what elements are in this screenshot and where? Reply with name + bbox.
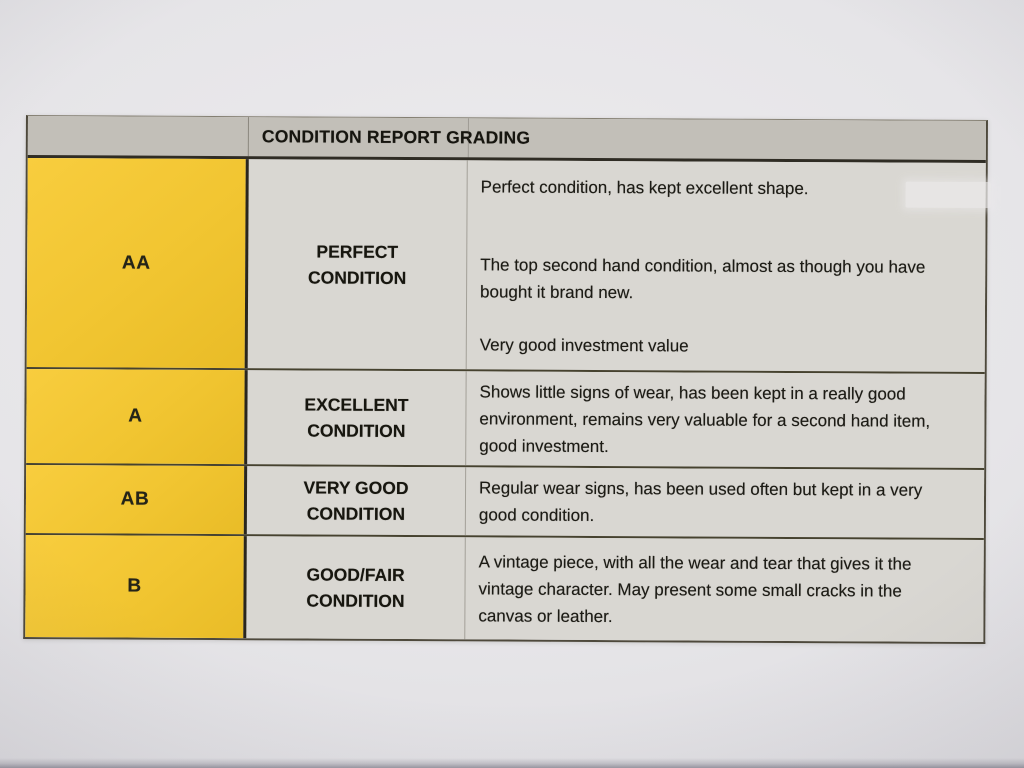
- description-cell: Regular wear signs, has been used often …: [466, 467, 984, 538]
- header-grade-cell: [27, 116, 249, 157]
- grading-table: CONDITION REPORT GRADING AA PERFECT COND…: [23, 115, 991, 645]
- grade-cell: A: [26, 369, 248, 465]
- description-cell: Shows little signs of wear, has been kep…: [466, 371, 984, 468]
- description-cell: A vintage piece, with all the wear and t…: [465, 537, 984, 642]
- condition-cell: VERY GOOD CONDITION: [246, 466, 467, 536]
- condition-label: GOOD/FAIR CONDITION: [306, 564, 405, 611]
- condition-label: VERY GOOD CONDITION: [303, 477, 409, 524]
- table-row: AA PERFECT CONDITION Perfect condition, …: [26, 158, 986, 375]
- description-paragraph: Regular wear signs, has been used often …: [478, 478, 923, 525]
- grade-cell: AB: [25, 465, 248, 535]
- table-row: B GOOD/FAIR CONDITION A vintage piece, w…: [25, 535, 984, 643]
- description-paragraph: The top second hand condition, almost as…: [480, 255, 926, 303]
- description-cell: Perfect condition, has kept excellent sh…: [467, 160, 986, 372]
- table-row: AB VERY GOOD CONDITION Regular wear sign…: [25, 465, 985, 541]
- table-rows: AA PERFECT CONDITION Perfect condition, …: [25, 158, 986, 643]
- condition-label: PERFECT CONDITION: [307, 241, 407, 288]
- grade-label: B: [127, 575, 142, 597]
- grade-label: A: [128, 405, 143, 427]
- condition-label: EXCELLENT CONDITION: [304, 394, 409, 441]
- grade-cell: B: [25, 535, 247, 639]
- header-title-cell: CONDITION REPORT GRADING: [249, 117, 986, 160]
- condition-cell: GOOD/FAIR CONDITION: [246, 536, 466, 640]
- table-title: CONDITION REPORT GRADING: [261, 126, 531, 148]
- table-header: CONDITION REPORT GRADING: [27, 116, 986, 164]
- description-paragraph: Perfect condition, has kept excellent sh…: [480, 177, 809, 199]
- grade-label: AB: [120, 488, 150, 510]
- grade-label: AA: [121, 252, 151, 274]
- paper-bottom-edge: [0, 758, 1024, 768]
- description-paragraph: Shows little signs of wear, has been kep…: [479, 381, 931, 456]
- description-paragraph: Very good investment value: [479, 335, 689, 356]
- condition-cell: EXCELLENT CONDITION: [247, 370, 467, 466]
- table-row: A EXCELLENT CONDITION Shows little signs…: [26, 369, 985, 471]
- description-paragraph: A vintage piece, with all the wear and t…: [478, 551, 912, 626]
- grade-cell: AA: [26, 158, 249, 369]
- condition-cell: PERFECT CONDITION: [247, 159, 468, 370]
